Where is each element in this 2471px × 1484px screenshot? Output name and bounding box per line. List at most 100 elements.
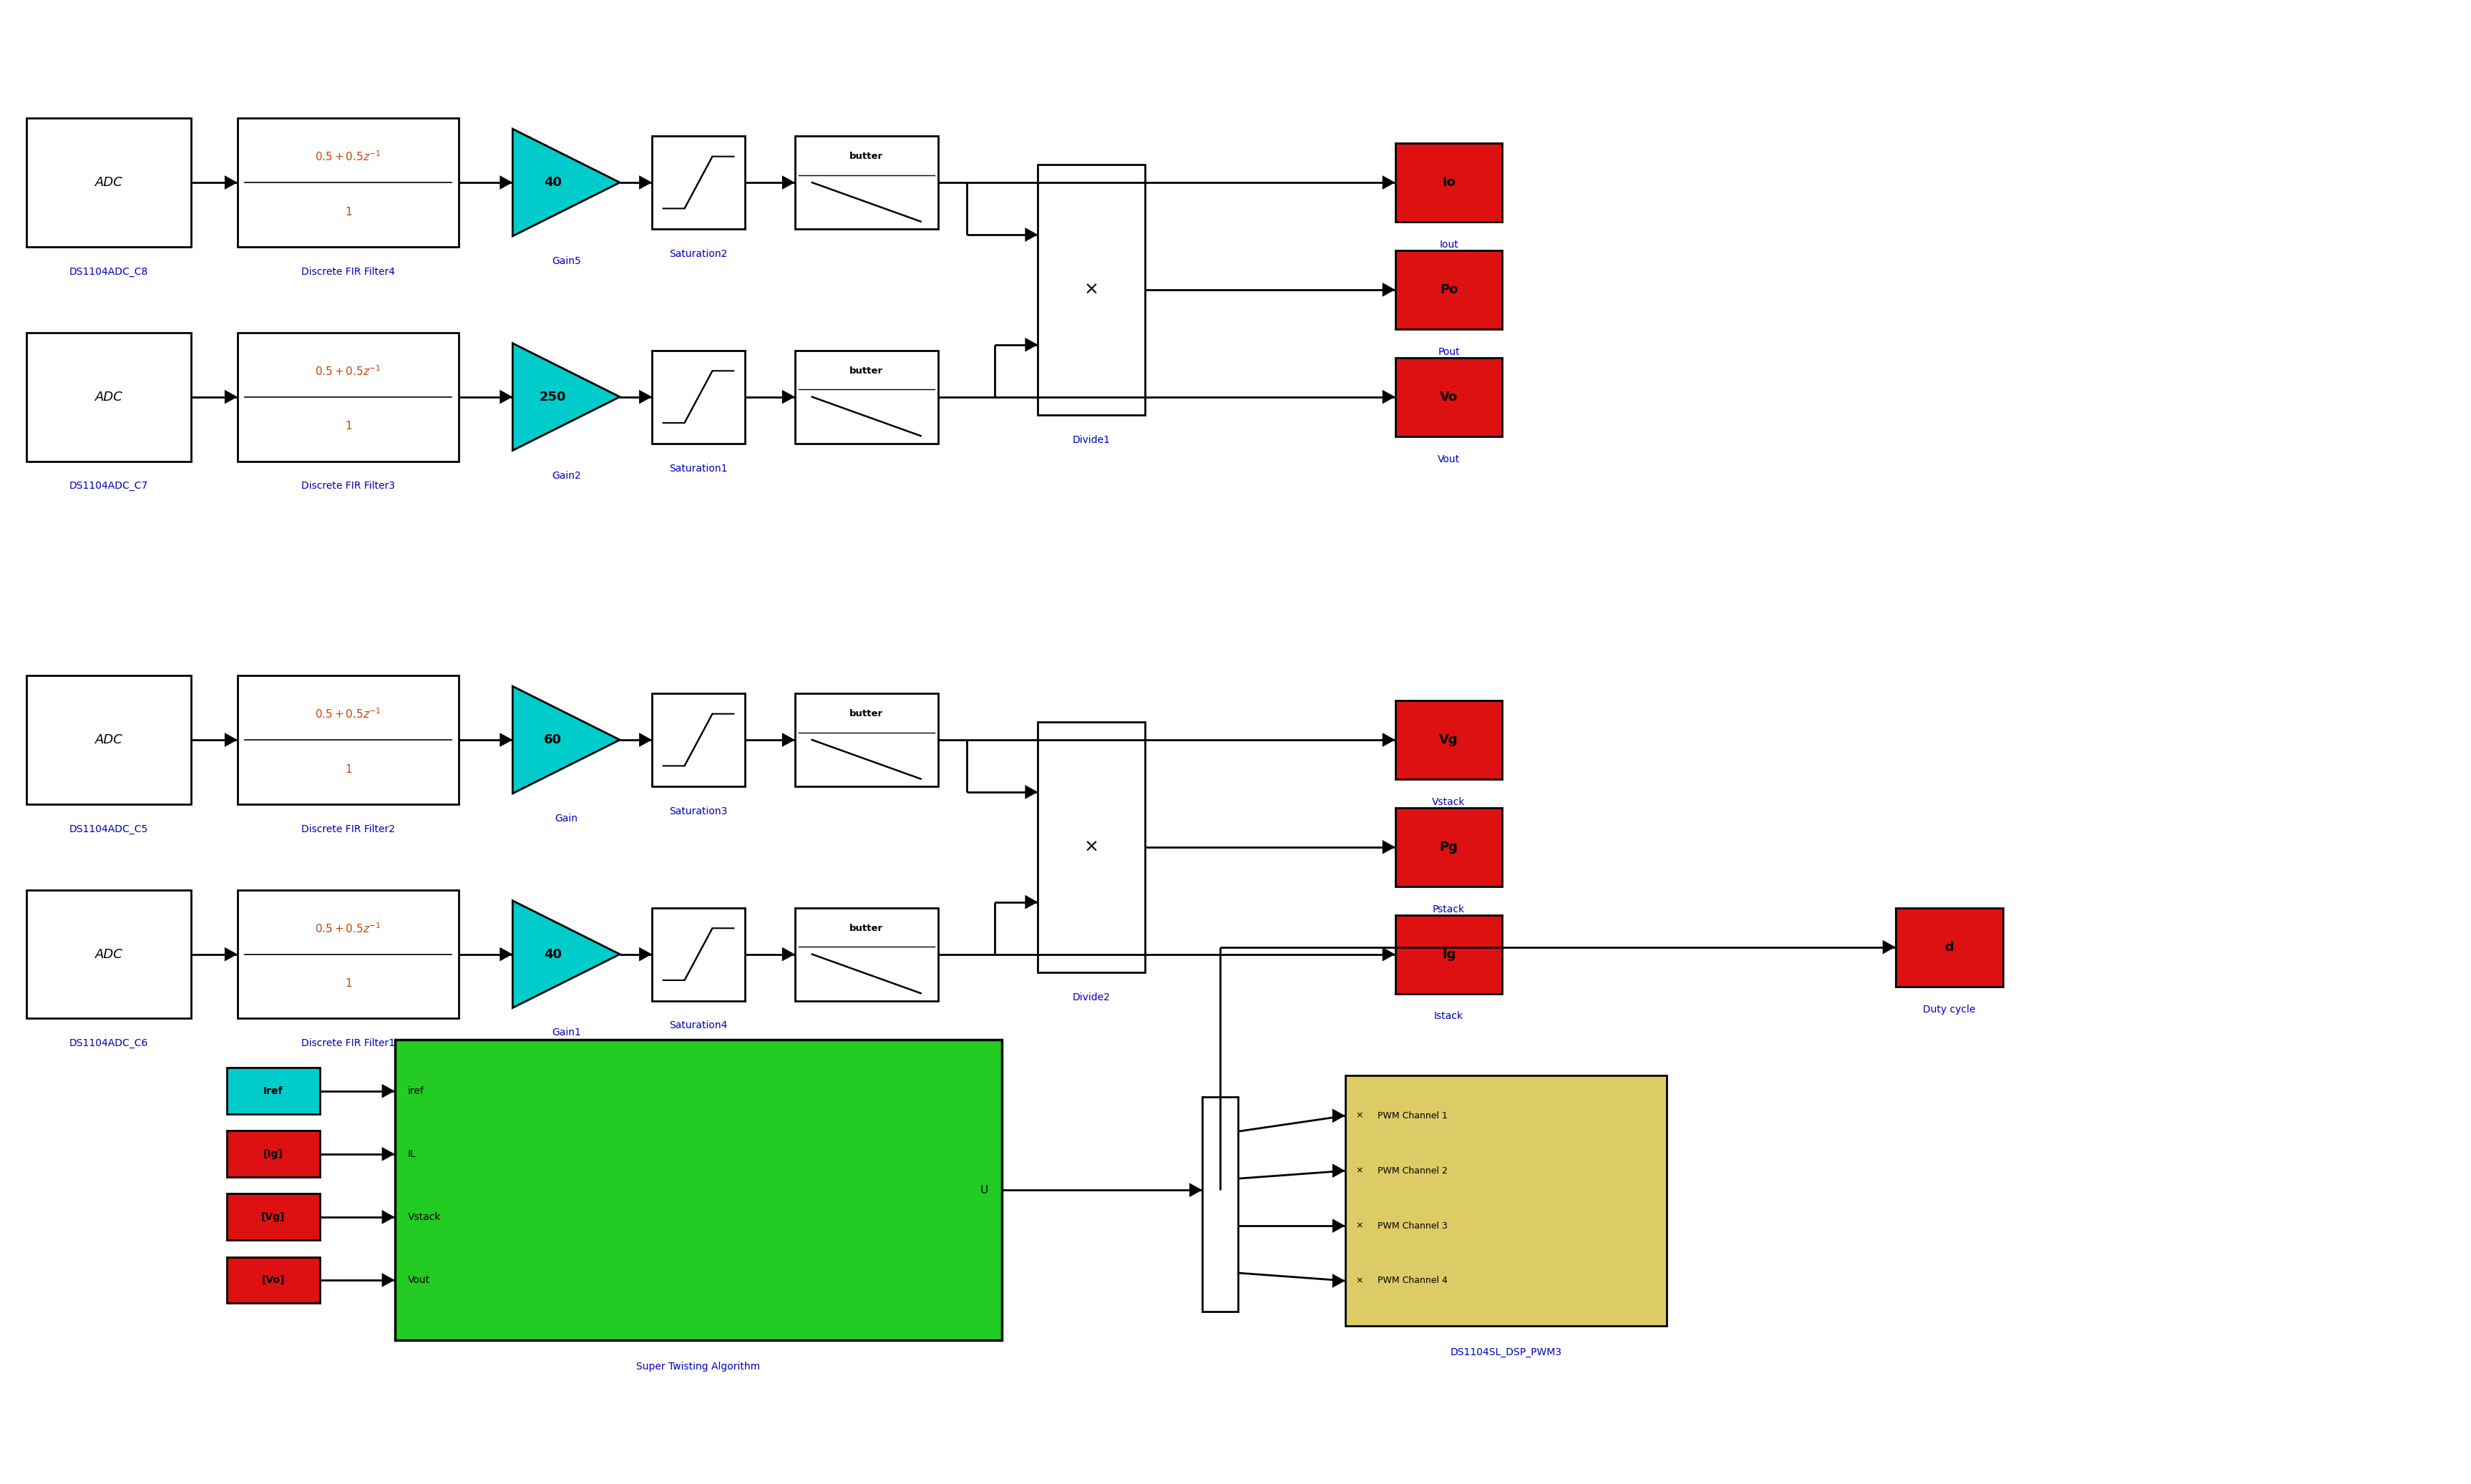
Text: Io: Io [1443,177,1455,188]
Text: Vo: Vo [1441,390,1458,404]
Polygon shape [383,1083,395,1098]
FancyBboxPatch shape [237,675,460,804]
FancyBboxPatch shape [27,119,190,246]
Text: Saturation1: Saturation1 [670,463,726,473]
Text: Divide2: Divide2 [1072,993,1109,1002]
Text: ×: × [1357,1112,1364,1120]
Polygon shape [640,175,652,190]
Text: Po: Po [1441,283,1458,297]
Polygon shape [781,733,796,746]
FancyBboxPatch shape [395,1040,1003,1340]
FancyBboxPatch shape [652,137,744,229]
Polygon shape [1025,895,1038,910]
FancyBboxPatch shape [1396,251,1502,329]
Polygon shape [1381,947,1396,962]
Polygon shape [1332,1109,1344,1123]
Text: Pout: Pout [1438,347,1460,356]
Polygon shape [225,390,237,404]
Text: butter: butter [850,923,882,933]
Text: PWM Channel 4: PWM Channel 4 [1376,1276,1448,1285]
Polygon shape [383,1273,395,1287]
FancyBboxPatch shape [1038,165,1144,414]
FancyBboxPatch shape [1895,908,2002,987]
FancyBboxPatch shape [652,908,744,1000]
FancyBboxPatch shape [1203,1097,1238,1312]
Text: ADC: ADC [94,733,124,746]
Text: $0.5+0.5z^{-1}$: $0.5+0.5z^{-1}$ [316,708,381,721]
Polygon shape [499,390,511,404]
Text: Discrete FIR Filter4: Discrete FIR Filter4 [301,267,395,278]
Text: 250: 250 [539,390,566,404]
Text: 1: 1 [346,206,351,218]
Text: butter: butter [850,151,882,162]
Text: 1: 1 [346,421,351,432]
FancyBboxPatch shape [237,890,460,1018]
Text: [Vg]: [Vg] [262,1212,284,1221]
Polygon shape [1025,227,1038,242]
Text: Vout: Vout [408,1275,430,1285]
Text: DS1104ADC_C6: DS1104ADC_C6 [69,1039,148,1049]
Polygon shape [1332,1163,1344,1178]
Polygon shape [225,175,237,190]
FancyBboxPatch shape [1396,916,1502,993]
Polygon shape [225,947,237,962]
Polygon shape [1332,1218,1344,1233]
Text: U: U [981,1184,988,1196]
Polygon shape [511,129,620,236]
Polygon shape [781,390,796,404]
Text: Discrete FIR Filter1: Discrete FIR Filter1 [301,1039,395,1049]
Polygon shape [640,390,652,404]
Polygon shape [499,733,511,746]
FancyBboxPatch shape [652,693,744,787]
Text: Gain2: Gain2 [551,470,581,481]
FancyBboxPatch shape [1396,807,1502,886]
Text: Pg: Pg [1441,840,1458,853]
Polygon shape [511,686,620,794]
Text: [Vo]: [Vo] [262,1275,284,1285]
Text: 1: 1 [346,764,351,775]
FancyBboxPatch shape [27,332,190,462]
Polygon shape [781,947,796,962]
Polygon shape [1381,282,1396,297]
Text: Vstack: Vstack [408,1212,440,1221]
Text: $0.5+0.5z^{-1}$: $0.5+0.5z^{-1}$ [316,150,381,163]
Text: Iout: Iout [1438,239,1458,249]
FancyBboxPatch shape [1344,1076,1668,1325]
Text: Vstack: Vstack [1433,797,1465,807]
Text: Pstack: Pstack [1433,904,1465,914]
Text: ADC: ADC [94,948,124,960]
Text: ADC: ADC [94,390,124,404]
Text: Saturation3: Saturation3 [670,806,726,816]
Polygon shape [383,1147,395,1160]
Polygon shape [1381,390,1396,404]
Text: 40: 40 [544,177,561,188]
Text: Vg: Vg [1438,733,1458,746]
Text: Gain5: Gain5 [551,257,581,266]
Polygon shape [511,343,620,451]
Text: Saturation4: Saturation4 [670,1021,726,1031]
Text: PWM Channel 3: PWM Channel 3 [1376,1221,1448,1230]
Text: 40: 40 [544,948,561,960]
Polygon shape [640,947,652,962]
Text: Ig: Ig [1443,948,1455,960]
Polygon shape [383,1209,395,1224]
Text: Discrete FIR Filter3: Discrete FIR Filter3 [301,481,395,491]
Text: IL: IL [408,1149,415,1159]
Polygon shape [1332,1273,1344,1288]
Text: ×: × [1085,838,1100,856]
Text: iref: iref [408,1086,425,1097]
Text: Duty cycle: Duty cycle [1922,1005,1974,1014]
Text: Super Twisting Algorithm: Super Twisting Algorithm [638,1361,761,1371]
FancyBboxPatch shape [237,332,460,462]
Text: ×: × [1357,1276,1364,1285]
FancyBboxPatch shape [227,1068,319,1114]
Text: Vout: Vout [1438,454,1460,464]
Polygon shape [499,175,511,190]
Text: $0.5+0.5z^{-1}$: $0.5+0.5z^{-1}$ [316,922,381,935]
Text: ×: × [1357,1221,1364,1230]
Polygon shape [781,175,796,190]
Text: DS1104ADC_C7: DS1104ADC_C7 [69,481,148,491]
Text: PWM Channel 1: PWM Channel 1 [1376,1112,1448,1120]
Polygon shape [1381,733,1396,746]
Polygon shape [225,733,237,746]
